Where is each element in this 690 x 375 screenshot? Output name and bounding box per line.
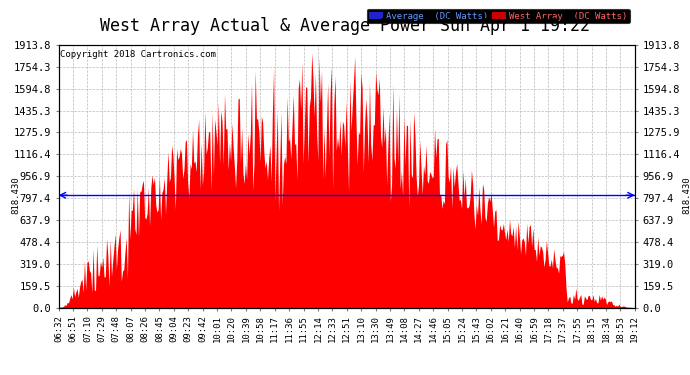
Text: Copyright 2018 Cartronics.com: Copyright 2018 Cartronics.com <box>60 50 216 59</box>
Text: 818.430: 818.430 <box>682 176 690 214</box>
Text: West Array Actual & Average Power Sun Apr 1 19:22: West Array Actual & Average Power Sun Ap… <box>100 17 590 35</box>
Legend: Average  (DC Watts), West Array  (DC Watts): Average (DC Watts), West Array (DC Watts… <box>366 9 630 23</box>
Text: 818.430: 818.430 <box>11 176 20 214</box>
